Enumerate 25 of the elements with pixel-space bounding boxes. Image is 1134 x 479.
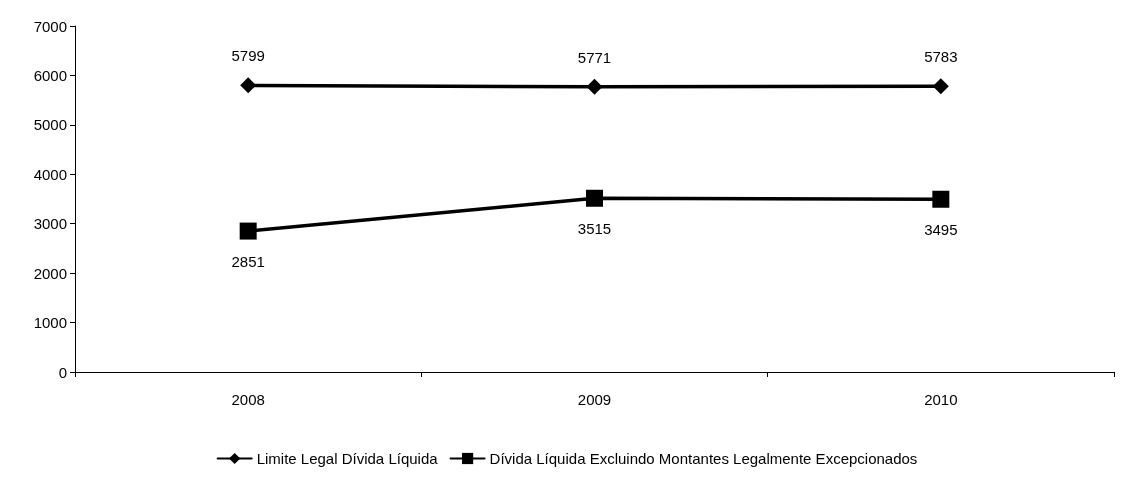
- point: [586, 78, 603, 95]
- y-tick-label: 0: [58, 363, 67, 381]
- y-tick-label: 1000: [33, 314, 67, 332]
- legend-label: Limite Legal Dívida Líquida: [256, 450, 439, 467]
- data-label: 3495: [924, 220, 958, 238]
- point: [239, 222, 257, 240]
- y-tick-label: 6000: [33, 66, 67, 84]
- data-label: 5799: [231, 47, 265, 65]
- x-tick-label: 2010: [924, 391, 958, 408]
- y-tick-label: 3000: [33, 215, 67, 233]
- y-tick-label: 4000: [33, 165, 67, 183]
- data-label: 2851: [231, 252, 265, 270]
- point: [586, 189, 603, 207]
- y-tick-label: 2000: [33, 264, 67, 282]
- y-tick-label: 7000: [33, 17, 67, 35]
- data-label: 5783: [924, 48, 958, 66]
- y-tick-label: 5000: [33, 116, 67, 134]
- point: [932, 190, 950, 208]
- point: [932, 78, 949, 95]
- point: [240, 77, 257, 94]
- data-label: 3515: [577, 219, 612, 237]
- x-tick-label: 2008: [231, 391, 265, 408]
- data-label: 5771: [577, 48, 612, 66]
- x-tick-label: 2009: [577, 391, 612, 408]
- legend-label: Dívida Líquida Excluindo Montantes Legalmente Excepcionados: [489, 450, 918, 467]
